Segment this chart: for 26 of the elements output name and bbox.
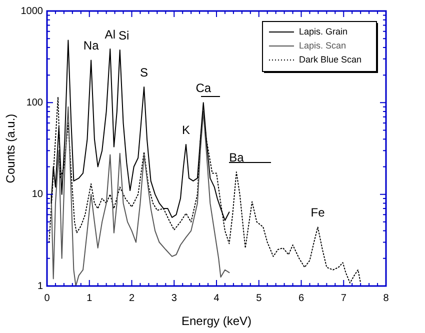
annotation: Si	[118, 28, 130, 42]
x-tick-label: 1	[86, 292, 93, 304]
y-tick-label: 100	[26, 97, 44, 108]
x-tick-label: 0	[44, 292, 50, 304]
annotation: Na	[83, 38, 100, 53]
annotation: Ca	[196, 80, 212, 95]
annotation: Al	[104, 27, 116, 42]
x-tick-label: 6	[298, 292, 304, 304]
x-tick-label: 5	[256, 292, 262, 304]
y-tick-label: 1000	[20, 6, 44, 17]
annotation: K	[182, 122, 190, 137]
y-tick-label: 1	[37, 280, 44, 292]
x-tick-label: 3	[171, 292, 178, 304]
y-axis-title: Counts (a.u.)	[4, 114, 18, 184]
annotation: S	[140, 65, 148, 80]
x-axis-title: Energy (keV)	[181, 314, 252, 328]
x-tick-label: 4	[214, 292, 220, 304]
x-tick-label: 7	[340, 292, 347, 304]
x-tick-label: 8	[383, 292, 390, 304]
annotation: Ba	[229, 150, 244, 164]
legend-label: Lapis. Grain	[299, 26, 348, 36]
x-tick-label: 2	[128, 292, 135, 304]
annotation: Fe	[310, 205, 326, 220]
legend-label: Lapis. Scan	[299, 40, 346, 50]
y-tick-label: 10	[32, 189, 44, 200]
legend-label: Dark Blue Scan	[299, 54, 362, 64]
